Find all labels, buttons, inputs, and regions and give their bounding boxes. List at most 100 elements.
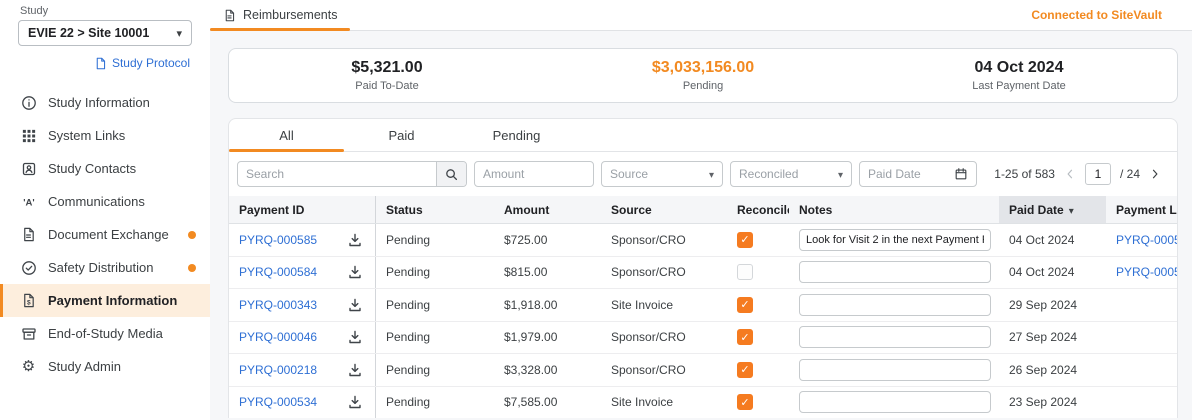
download-icon[interactable] xyxy=(347,394,363,410)
sidebar-item-study-admin[interactable]: ⚙ Study Admin xyxy=(0,350,210,383)
info-circle-icon xyxy=(20,94,37,111)
note-input[interactable] xyxy=(799,293,991,316)
summary-pending: $3,033,156.00 Pending xyxy=(545,59,861,92)
paid-to-date-label: Paid To-Date xyxy=(355,80,419,92)
payment-document-icon: $ xyxy=(20,292,37,309)
download-icon[interactable] xyxy=(347,297,363,313)
source-cell: Sponsor/CRO xyxy=(611,362,686,377)
payment-id-link[interactable]: PYRQ-000046 xyxy=(239,330,318,345)
note-input[interactable] xyxy=(799,326,991,349)
tab-pending[interactable]: Pending xyxy=(492,127,541,143)
reconciled-checkbox[interactable]: ✓ xyxy=(737,394,753,411)
sidebar-item-study-information[interactable]: Study Information xyxy=(0,86,210,119)
reconciled-select[interactable]: Reconciled xyxy=(730,161,852,187)
chevron-down-icon xyxy=(709,167,714,181)
download-icon[interactable] xyxy=(347,264,363,280)
status-cell: Pending xyxy=(386,297,431,312)
sidebar-item-study-contacts[interactable]: Study Contacts xyxy=(0,152,210,185)
search-input[interactable] xyxy=(238,167,436,181)
chevron-down-icon: ▾ xyxy=(176,27,182,40)
search-icon[interactable] xyxy=(436,162,466,186)
table-row: PYRQ-000218 Pending $3,328.00 Sponsor/CR… xyxy=(229,354,1177,387)
sidebar-item-system-links[interactable]: System Links xyxy=(0,119,210,152)
sidebar-item-label: Communications xyxy=(48,194,145,209)
sidebar-item-document-exchange[interactable]: Document Exchange xyxy=(0,218,210,251)
reconciled-checkbox[interactable]: ✓ xyxy=(737,231,753,248)
payment-id-link[interactable]: PYRQ-000534 xyxy=(239,395,318,410)
summary-last-payment: 04 Oct 2024 Last Payment Date xyxy=(861,59,1177,92)
sidebar: Study EVIE 22 > Site 10001 ▾ Study Proto… xyxy=(0,0,210,420)
study-label: Study xyxy=(20,5,49,17)
sidebar-item-communications[interactable]: 'A' Communications xyxy=(0,185,210,218)
search-field xyxy=(237,161,467,187)
download-icon[interactable] xyxy=(347,362,363,378)
reconciled-checkbox[interactable]: ✓ xyxy=(737,329,753,346)
note-input[interactable] xyxy=(799,228,991,251)
table-row: PYRQ-000046 Pending $1,979.00 Sponsor/CR… xyxy=(229,321,1177,354)
column-header-payment-letter[interactable]: Payment Letter xyxy=(1116,202,1177,217)
column-header-notes[interactable]: Notes xyxy=(799,202,833,217)
sidebar-item-safety-distribution[interactable]: Safety Distribution xyxy=(0,251,210,284)
note-input[interactable] xyxy=(799,391,991,414)
column-header-paid-date[interactable]: Paid Date xyxy=(999,196,1106,223)
reconciled-checkbox[interactable]: ✓ xyxy=(737,296,753,313)
column-header-status[interactable]: Status xyxy=(386,202,423,217)
payment-id-link[interactable]: PYRQ-000584 xyxy=(239,265,318,280)
amount-field xyxy=(474,161,594,187)
amount-cell: $1,918.00 xyxy=(504,297,558,312)
payment-id-link[interactable]: PYRQ-000343 xyxy=(239,297,318,312)
tab-reimbursements[interactable]: Reimbursements xyxy=(210,0,351,31)
note-input[interactable] xyxy=(799,358,991,381)
paid-date-cell: 04 Oct 2024 xyxy=(1009,232,1075,247)
source-cell: Site Invoice xyxy=(611,297,674,312)
note-input[interactable] xyxy=(799,261,991,284)
archive-icon xyxy=(20,325,37,342)
document-icon xyxy=(223,9,236,22)
paid-date-input[interactable] xyxy=(860,167,954,181)
paid-date-field xyxy=(859,161,977,187)
source-select-placeholder: Source xyxy=(610,167,649,181)
tab-paid[interactable]: Paid xyxy=(388,127,415,143)
table-row: PYRQ-000584 Pending $815.00 Sponsor/CRO … xyxy=(229,256,1177,289)
amount-cell: $7,585.00 xyxy=(504,395,558,410)
study-selector[interactable]: EVIE 22 > Site 10001 ▾ xyxy=(18,20,192,46)
column-header-reconciled[interactable]: Reconciled xyxy=(737,202,789,217)
sidebar-item-label: Study Admin xyxy=(48,359,121,374)
sidebar-item-label: System Links xyxy=(48,128,126,143)
payment-letter-link[interactable]: PYRQ-000584 ( xyxy=(1116,265,1177,280)
amount-input[interactable] xyxy=(475,167,593,181)
page-number-input[interactable] xyxy=(1084,163,1111,185)
source-cell: Sponsor/CRO xyxy=(611,232,686,247)
payment-id-link[interactable]: PYRQ-000585 xyxy=(239,232,318,247)
status-cell: Pending xyxy=(386,265,431,280)
shield-check-icon xyxy=(20,259,37,276)
sidebar-item-payment-information[interactable]: $ Payment Information xyxy=(0,284,210,317)
download-icon[interactable] xyxy=(347,232,363,248)
filter-row: Source Reconciled 1-25 of 583 xyxy=(229,152,1177,196)
sidebar-item-label: Payment Information xyxy=(48,293,178,308)
column-header-source[interactable]: Source xyxy=(611,202,652,217)
reconciled-checkbox[interactable]: ✓ xyxy=(737,264,753,281)
filter-tabs: All Paid Pending xyxy=(229,119,1177,152)
sidebar-item-label: Document Exchange xyxy=(48,227,169,242)
payment-letter-link[interactable]: PYRQ-000585 ( xyxy=(1116,232,1177,247)
summary-card: $5,321.00 Paid To-Date $3,033,156.00 Pen… xyxy=(228,48,1178,103)
source-cell: Sponsor/CRO xyxy=(611,265,686,280)
next-page-icon[interactable] xyxy=(1149,168,1161,180)
amount-cell: $1,979.00 xyxy=(504,330,558,345)
notification-dot xyxy=(188,263,196,272)
study-protocol-link[interactable]: Study Protocol xyxy=(111,56,190,70)
payment-id-link[interactable]: PYRQ-000218 xyxy=(239,362,318,377)
previous-page-icon[interactable] xyxy=(1064,168,1076,180)
sidebar-item-end-of-study-media[interactable]: End-of-Study Media xyxy=(0,317,210,350)
calendar-icon[interactable] xyxy=(954,167,968,181)
reconciled-checkbox[interactable]: ✓ xyxy=(737,361,753,378)
paid-date-cell: 29 Sep 2024 xyxy=(1009,297,1078,312)
paid-date-cell: 26 Sep 2024 xyxy=(1009,362,1078,377)
source-select[interactable]: Source xyxy=(601,161,723,187)
column-header-amount[interactable]: Amount xyxy=(504,202,550,217)
tab-all[interactable]: All xyxy=(229,119,344,152)
column-header-payment-id[interactable]: Payment ID xyxy=(229,196,376,223)
download-icon[interactable] xyxy=(347,329,363,345)
